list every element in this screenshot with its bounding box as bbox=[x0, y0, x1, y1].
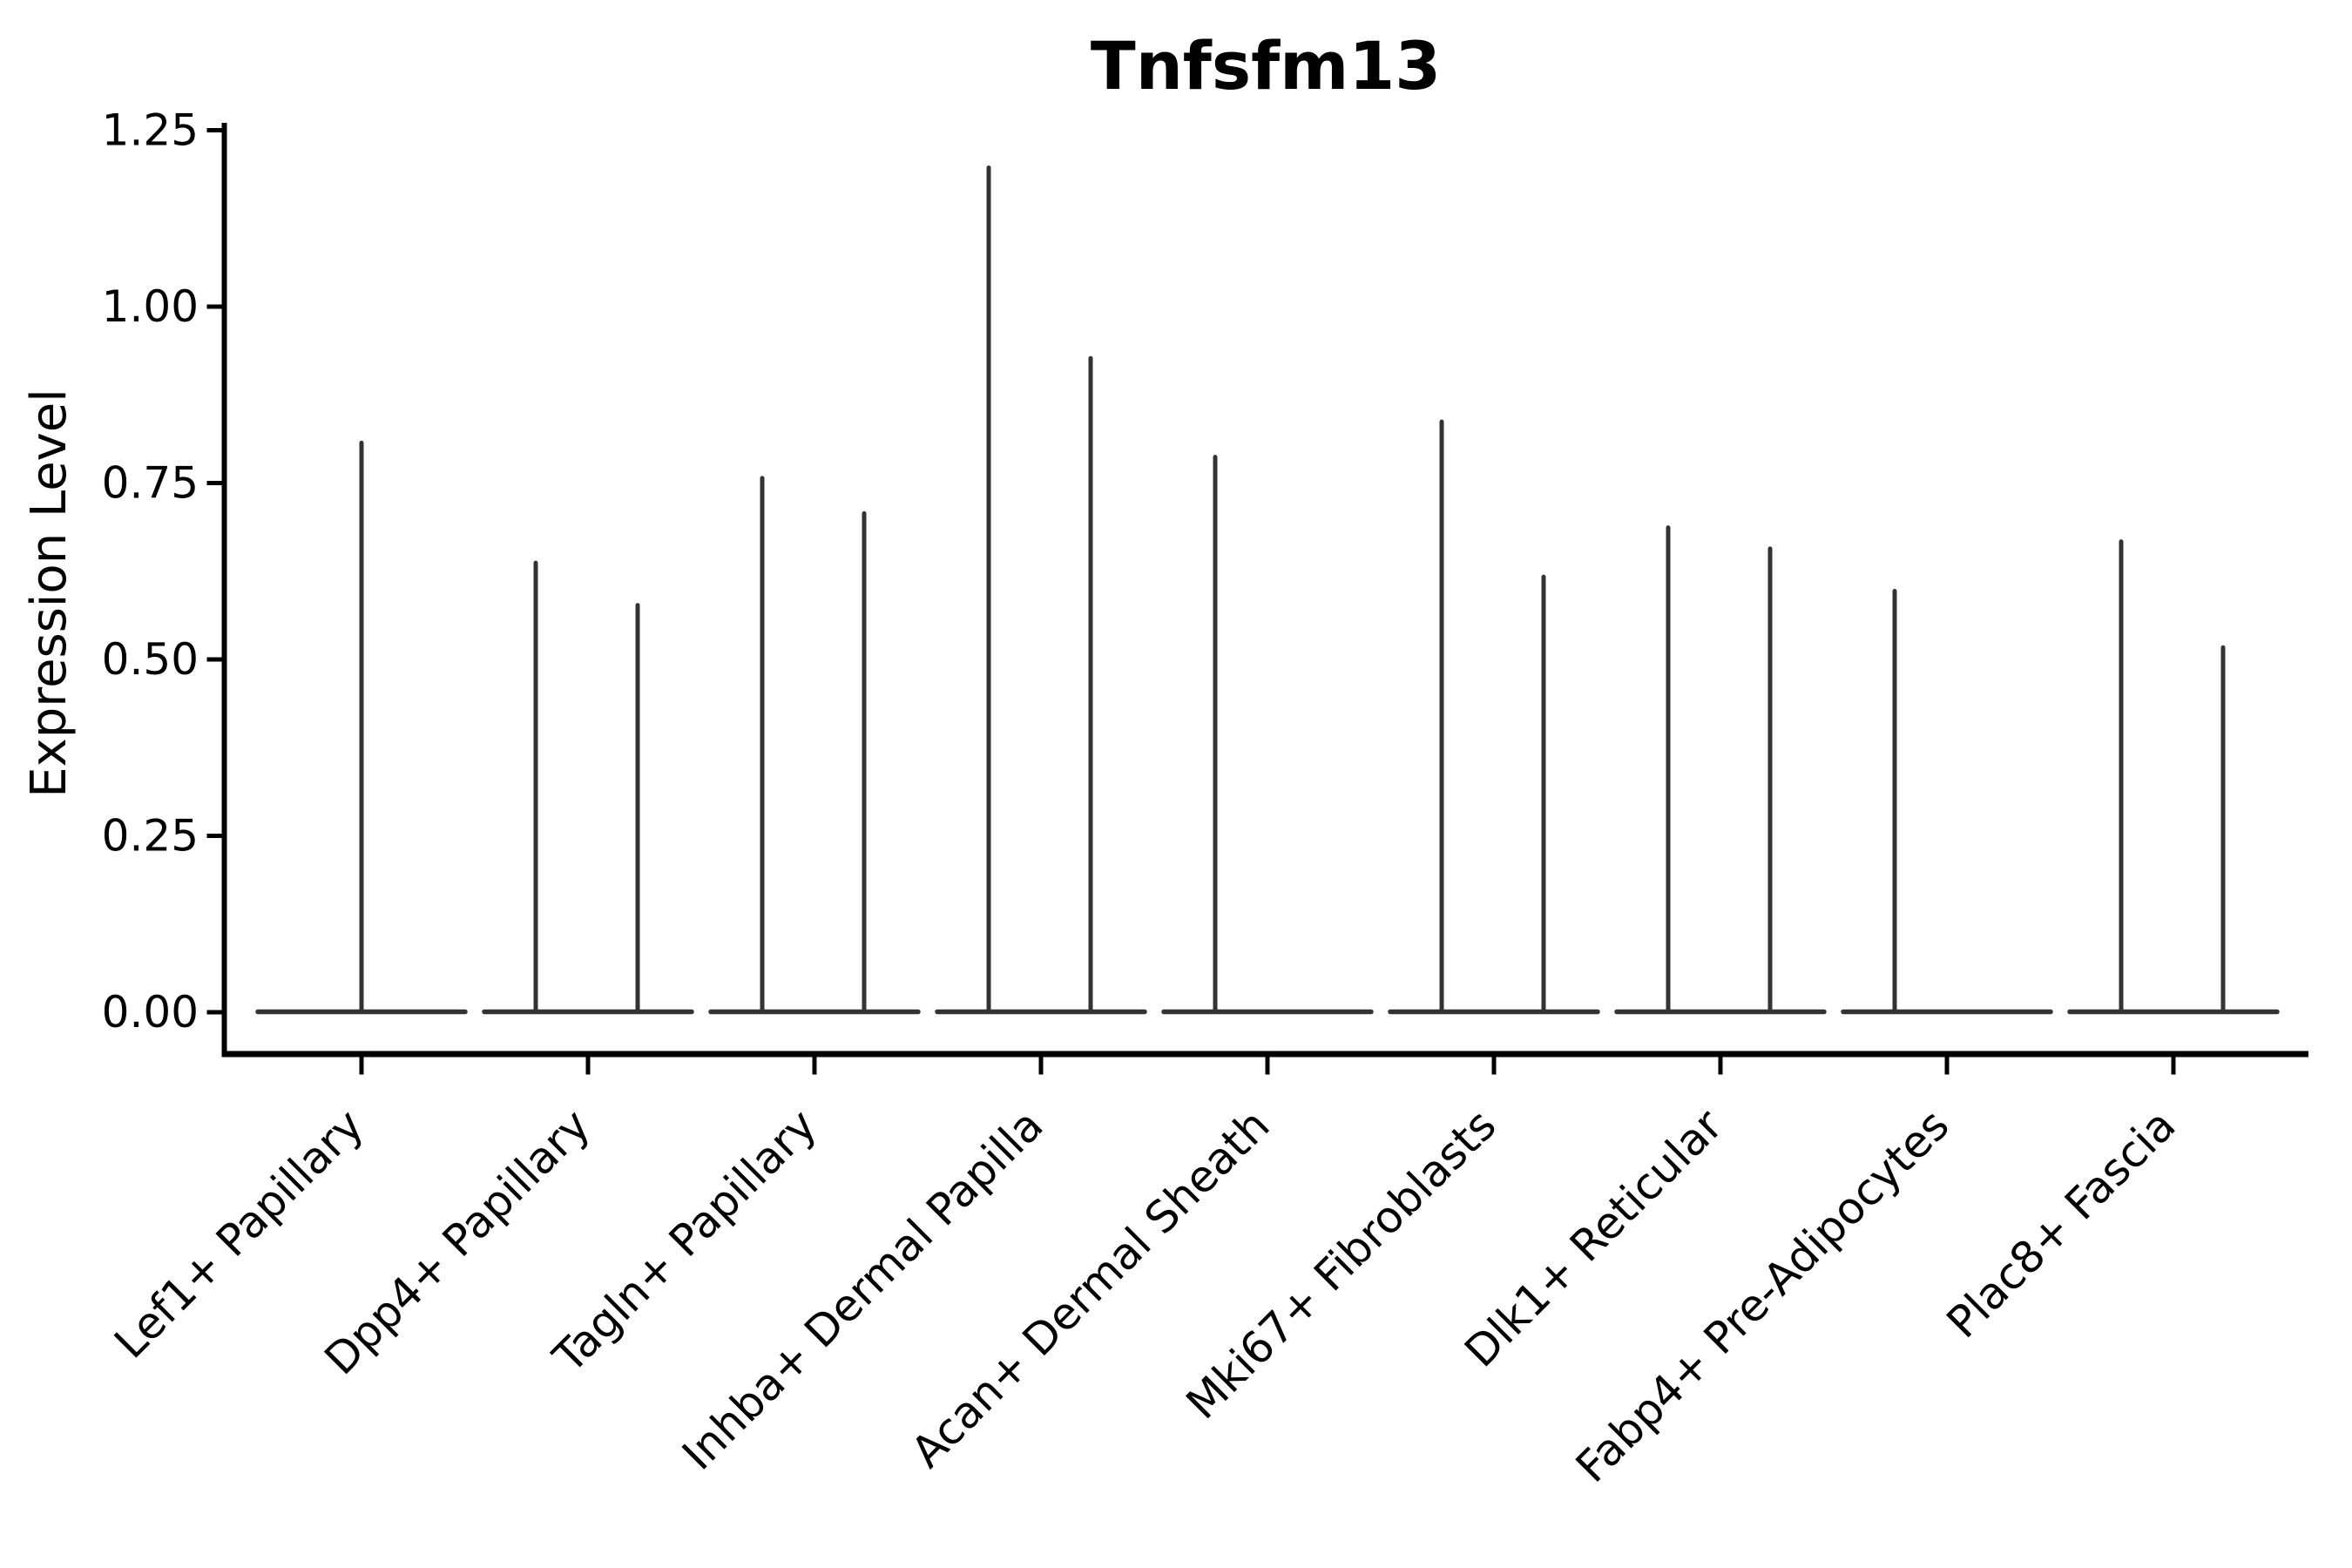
violin-layer bbox=[255, 166, 2280, 1015]
x-tick-label: Plac8+ Fascia bbox=[1937, 1099, 2186, 1348]
x-tick-label: Lef1+ Papillary bbox=[105, 1099, 373, 1368]
y-axis-title: Expression Level bbox=[21, 389, 78, 798]
y-tick-label: 1.00 bbox=[102, 281, 199, 332]
x-tick-label: Fabp4+ Pre-Adipocytes bbox=[1566, 1099, 1959, 1492]
y-tick-label: 0.50 bbox=[102, 634, 199, 685]
y-tick-label: 1.25 bbox=[102, 105, 199, 156]
y-tick-label: 0.25 bbox=[102, 811, 199, 862]
x-tick-label: Inhba+ Dermal Papilla bbox=[672, 1099, 1052, 1479]
chart-title: Tnfsfm13 bbox=[1091, 27, 1441, 105]
y-tick-label: 0.00 bbox=[102, 987, 199, 1037]
x-tick-label: Acan+ Dermal Sheath bbox=[902, 1099, 1280, 1477]
y-tick-label: 0.75 bbox=[102, 458, 199, 509]
